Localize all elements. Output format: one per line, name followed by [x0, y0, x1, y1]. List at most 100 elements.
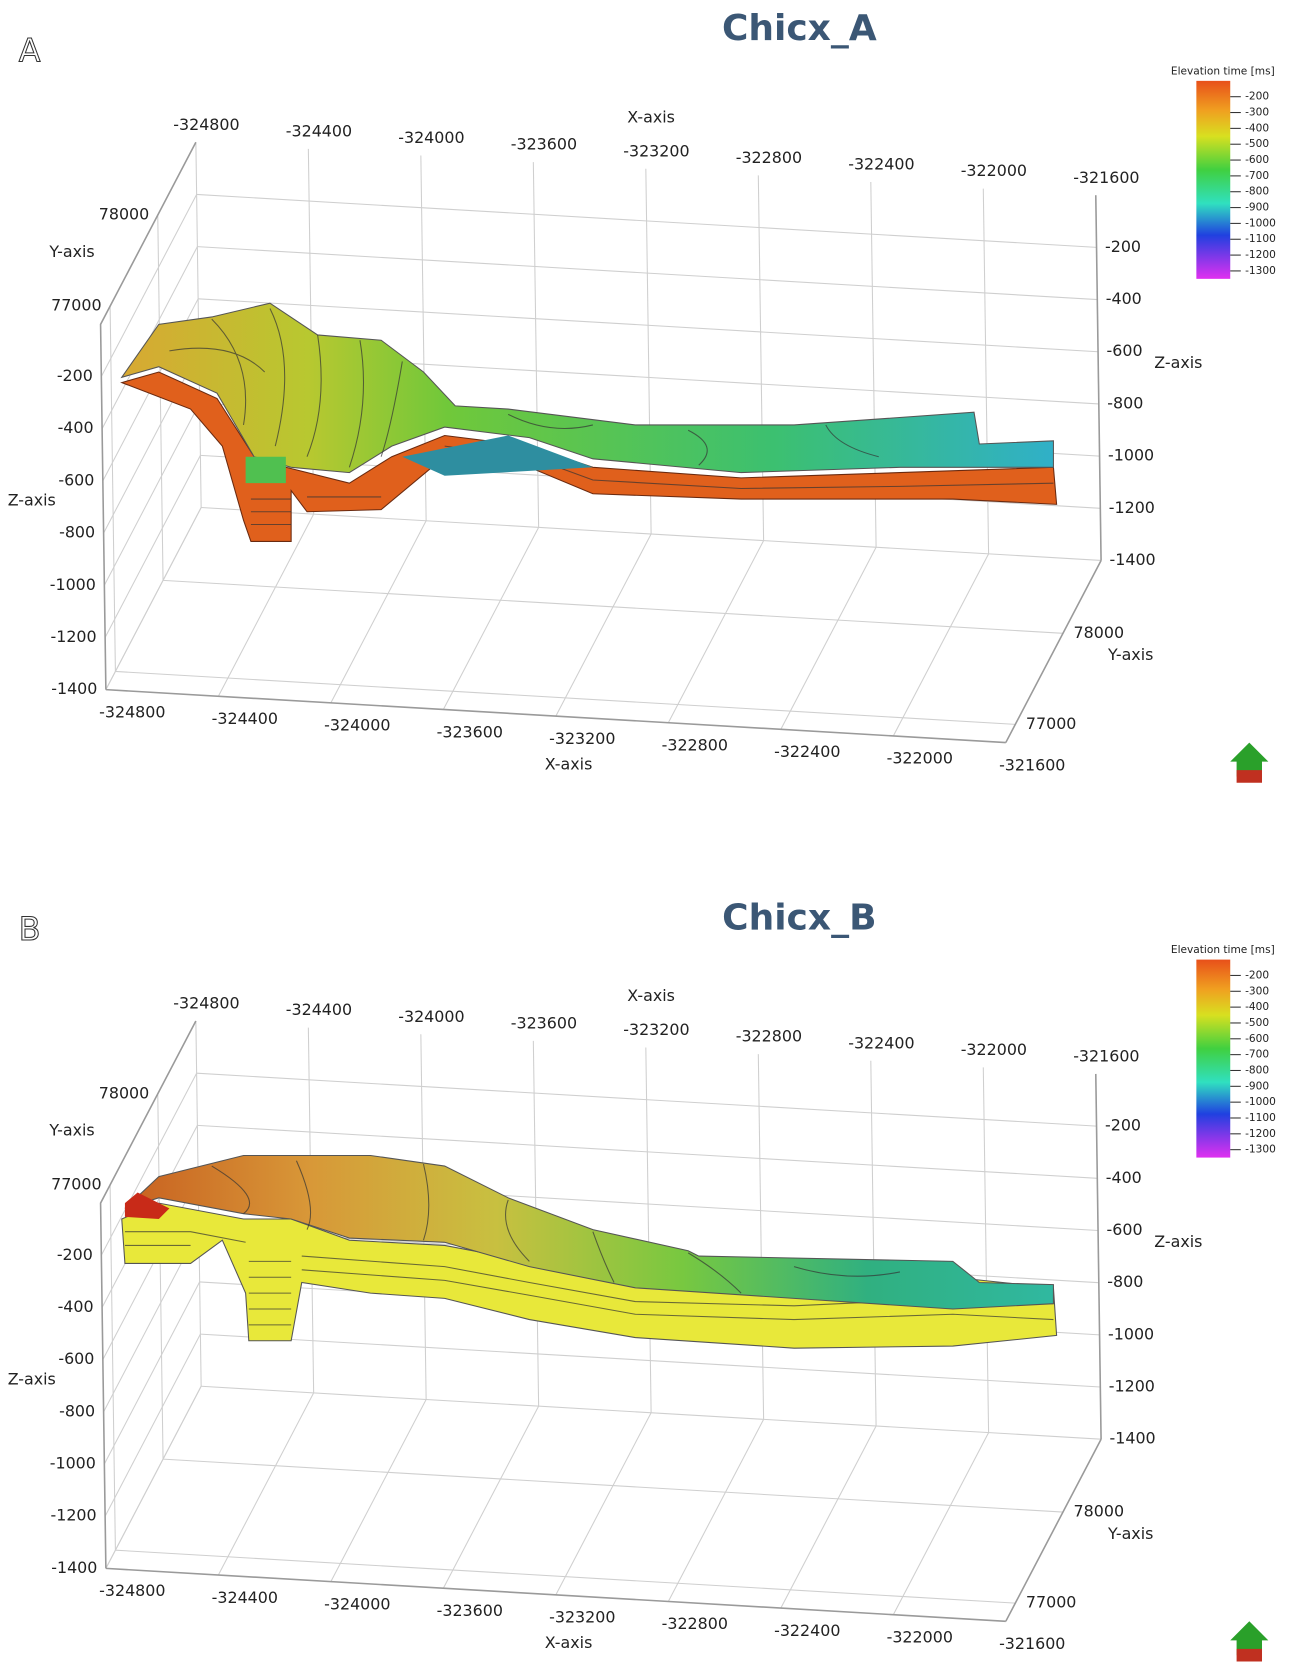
- colorbar-tick-label: -1000: [1245, 217, 1276, 229]
- x-tick-label: -323200: [623, 141, 689, 160]
- x-tick-label: -323600: [511, 135, 577, 154]
- colorbar-tick-label: -500: [1245, 1017, 1269, 1029]
- colorbar-tick-label: -400: [1245, 122, 1269, 134]
- x-tick-label: -324800: [99, 702, 165, 721]
- grid-line: [196, 1072, 1097, 1127]
- grid-line: [892, 553, 990, 737]
- colorbar-tick-label: -1100: [1245, 1112, 1276, 1124]
- grid-line: [217, 513, 315, 697]
- z-tick-label: -800: [1107, 1272, 1143, 1291]
- colorbar-title: Elevation time [ms]: [1171, 65, 1275, 77]
- x-tick-label: -324000: [324, 716, 390, 735]
- x-tick-label: -321600: [999, 1634, 1065, 1653]
- panel: Elevation time [ms] -200 -300 -400 -500 -600 -…: [8, 897, 1276, 1662]
- z-tick-label: -400: [58, 418, 94, 437]
- x-tick-label: -322000: [887, 1627, 953, 1646]
- z-tick-label: -400: [1106, 1168, 1142, 1187]
- x-tick-label: -321600: [999, 755, 1065, 774]
- colorbar: Elevation time [ms] -200 -300 -400 -500 -600 -…: [1171, 65, 1276, 279]
- colorbar-tick-label: -900: [1245, 202, 1269, 214]
- x-tick-label: -324800: [99, 1581, 165, 1600]
- x-tick-label: -322400: [848, 1033, 914, 1052]
- y-tick-label: 78000: [99, 205, 150, 224]
- colorbar-tick-label: -200: [1245, 91, 1269, 103]
- z-tick-label: -1000: [50, 575, 96, 594]
- colorbar-tick-label: -500: [1245, 138, 1269, 150]
- panel-label: A: [19, 33, 41, 69]
- z-axis-title: Z-axis: [1154, 1232, 1202, 1251]
- grid-line: [217, 1392, 315, 1576]
- z-tick-label: -1400: [51, 679, 97, 698]
- grid-line: [104, 455, 201, 638]
- z-tick-label: -1200: [51, 627, 97, 646]
- colorbar-tick-label: -1200: [1245, 249, 1276, 261]
- x-tick-label: -324400: [212, 1588, 278, 1607]
- y-tick-label: 78000: [99, 1083, 150, 1102]
- z-axis-title: Z-axis: [8, 1369, 56, 1388]
- x-axis-title: X-axis: [545, 754, 593, 773]
- z-tick-label: -400: [58, 1297, 94, 1316]
- grid-line: [103, 350, 200, 534]
- colorbar-tick-label: -700: [1245, 1049, 1269, 1061]
- x-axis-title: X-axis: [627, 107, 675, 126]
- nav-cube: [1230, 742, 1269, 783]
- z-tick-label: -200: [1105, 237, 1141, 256]
- grid-line: [115, 1549, 1016, 1604]
- y-axis-title: Y-axis: [48, 1121, 94, 1140]
- x-axis-title: X-axis: [627, 986, 675, 1005]
- z-tick-label: -200: [57, 366, 93, 385]
- grid-line: [200, 1333, 1101, 1388]
- colorbar-tick-label: -800: [1245, 1064, 1269, 1076]
- grid-line: [197, 246, 1098, 301]
- grid-line: [105, 507, 202, 690]
- panel-label: B: [19, 912, 41, 948]
- z-tick-label: -200: [57, 1245, 93, 1264]
- grid-line: [109, 306, 116, 672]
- grid-line: [892, 1432, 990, 1615]
- grid-line: [645, 1047, 652, 1413]
- z-tick-label: -600: [1107, 341, 1143, 360]
- grid-line: [532, 162, 540, 528]
- x-tick-label: -321600: [1073, 1047, 1139, 1066]
- z-tick-label: -200: [1105, 1116, 1141, 1135]
- x-tick-label: -323600: [511, 1013, 577, 1032]
- x-tick-label: -322800: [736, 148, 802, 167]
- box-edge: [99, 141, 1102, 744]
- x-tick-label: -323600: [437, 1601, 503, 1620]
- x-tick-label: -322400: [848, 155, 914, 174]
- x-tick-label: -324000: [324, 1594, 390, 1613]
- z-tick-label: -800: [59, 523, 95, 542]
- grid-line: [103, 402, 201, 586]
- x-axis-title: X-axis: [545, 1633, 593, 1652]
- grid-line: [555, 533, 652, 717]
- z-tick-label: -1400: [1110, 550, 1156, 569]
- grid-line: [757, 1054, 765, 1420]
- colorbar-tick-label: -400: [1245, 1001, 1269, 1013]
- colorbar-tick-label: -800: [1245, 186, 1269, 198]
- y-tick-label: 78000: [1074, 623, 1125, 642]
- box-edge: [99, 1020, 1102, 1623]
- x-tick-label: -324000: [398, 128, 464, 147]
- x-tick-label: -323200: [549, 729, 615, 748]
- x-tick-label: -322800: [662, 736, 728, 755]
- x-tick-label: -322400: [774, 1621, 840, 1640]
- z-tick-label: -1400: [1110, 1429, 1156, 1448]
- x-tick-label: -324800: [173, 994, 239, 1013]
- z-axis-title: Z-axis: [1154, 353, 1202, 372]
- grid-line: [105, 1386, 202, 1569]
- colorbar-tick-label: -700: [1245, 170, 1269, 182]
- z-axis-title: Z-axis: [8, 491, 56, 510]
- grid-line: [442, 1405, 540, 1589]
- z-tick-label: -1200: [1109, 498, 1155, 517]
- colorbar: Elevation time [ms] -200 -300 -400 -500 -600 -…: [1171, 944, 1276, 1158]
- colorbar-tick-label: -1000: [1245, 1096, 1276, 1108]
- z-tick-label: -600: [58, 470, 94, 489]
- colorbar-tick-label: -300: [1245, 107, 1269, 119]
- z-tick-label: -600: [1107, 1220, 1143, 1239]
- x-tick-label: -324000: [398, 1007, 464, 1026]
- grid-line: [163, 1458, 1063, 1513]
- x-tick-label: -322000: [887, 749, 953, 768]
- grid-line: [442, 527, 540, 710]
- grid-line: [667, 1419, 765, 1602]
- y-tick-label: 78000: [1074, 1502, 1125, 1521]
